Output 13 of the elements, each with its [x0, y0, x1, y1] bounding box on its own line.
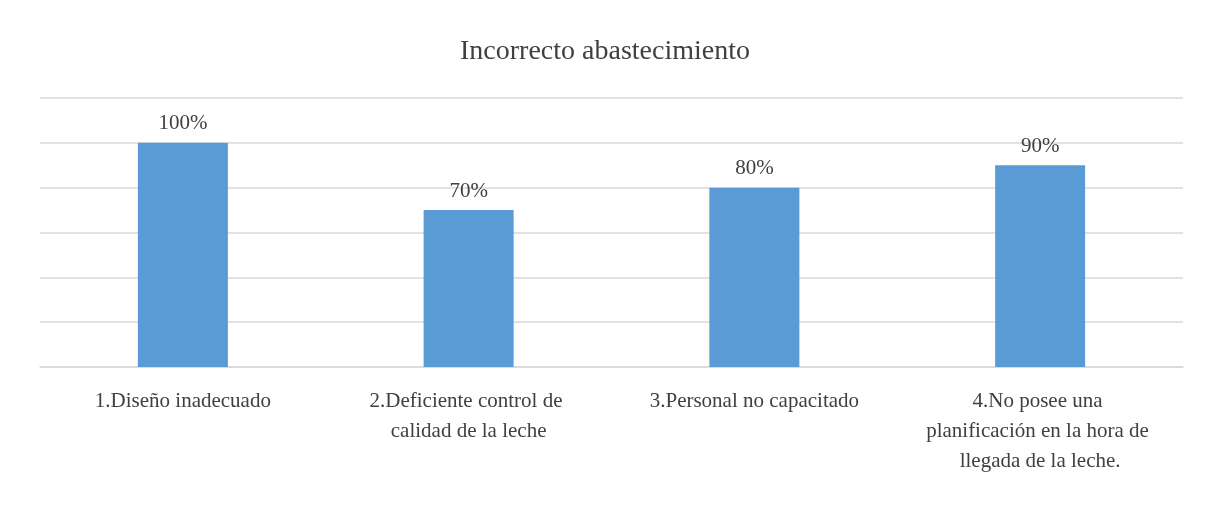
- bar: [137, 142, 228, 367]
- data-label: 90%: [1020, 132, 1060, 157]
- data-label: 70%: [449, 177, 488, 202]
- chart-title: Incorrecto abastecimiento: [460, 33, 750, 65]
- x-tick-label: 4.No posee una planificación en la hora de llegada de la leche.: [926, 388, 1155, 472]
- x-tick-label: 3.Personal no capacitado: [649, 388, 860, 412]
- x-tick-label: 1.Diseño inadecuado: [94, 388, 271, 412]
- x-tick-label: 2.Deficiente control de calidad de la leche: [369, 388, 568, 442]
- data-label: 100%: [158, 110, 208, 135]
- bar: [709, 187, 800, 367]
- data-label: 80%: [735, 155, 774, 180]
- bar: [995, 165, 1086, 367]
- bar: [423, 210, 514, 367]
